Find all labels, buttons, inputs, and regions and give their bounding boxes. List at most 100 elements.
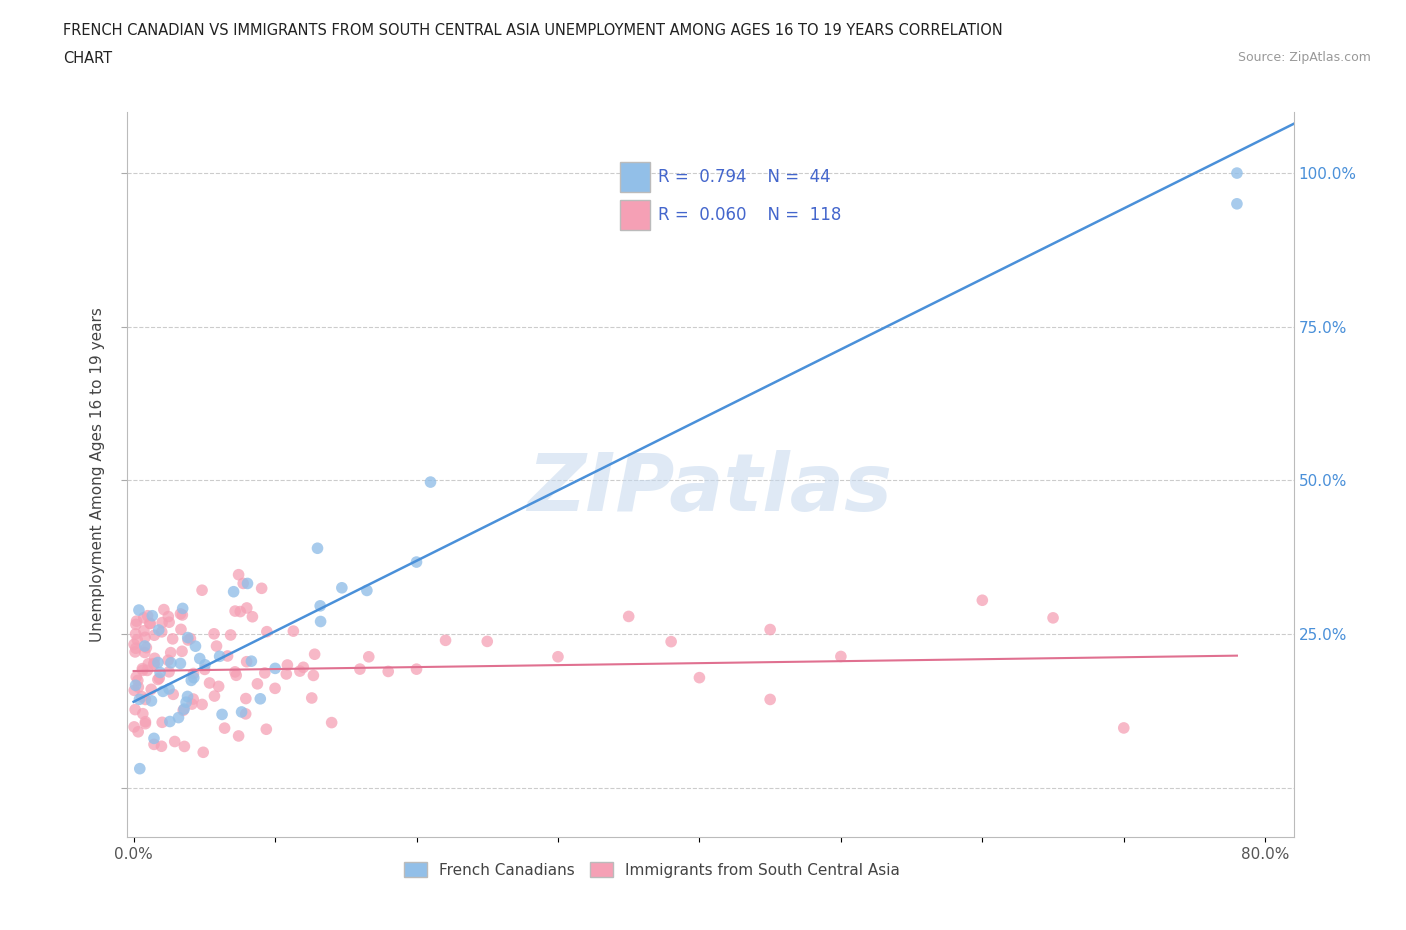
Point: [157, 615, 180, 630]
Point: [236, 601, 259, 616]
Point: [1226, 166, 1249, 180]
Point: [172, 607, 194, 622]
Point: [157, 664, 180, 679]
Point: [617, 609, 640, 624]
Point: [193, 745, 215, 760]
Point: [160, 656, 183, 671]
Point: [1112, 721, 1135, 736]
Point: [309, 614, 332, 629]
Point: [283, 624, 305, 639]
Point: [219, 628, 242, 643]
Point: [169, 656, 191, 671]
Point: [477, 634, 499, 649]
Point: [170, 622, 193, 637]
Point: [141, 682, 163, 697]
Point: [309, 598, 332, 613]
Text: CHART: CHART: [63, 51, 112, 66]
Point: [377, 664, 399, 679]
Point: [134, 645, 156, 660]
Point: [132, 706, 155, 721]
Point: [163, 734, 186, 749]
Point: [180, 697, 202, 711]
Point: [181, 692, 204, 707]
Point: [211, 707, 233, 722]
Point: [183, 671, 205, 685]
Point: [288, 664, 311, 679]
Point: [205, 639, 228, 654]
Point: [304, 646, 326, 661]
Point: [134, 716, 156, 731]
Point: [191, 697, 214, 711]
Point: [148, 622, 170, 637]
Point: [127, 680, 149, 695]
Point: [125, 641, 148, 656]
Point: [125, 617, 148, 631]
Point: [127, 673, 149, 688]
Point: [759, 622, 782, 637]
Point: [357, 649, 380, 664]
Point: [152, 684, 174, 698]
Point: [122, 720, 145, 735]
Point: [202, 627, 225, 642]
Point: [179, 631, 201, 646]
Point: [124, 702, 146, 717]
Point: [157, 653, 180, 668]
Point: [250, 581, 273, 596]
Point: [125, 670, 148, 684]
Point: [276, 667, 298, 682]
Point: [132, 610, 155, 625]
Point: [235, 691, 257, 706]
Point: [132, 623, 155, 638]
Point: [169, 606, 191, 621]
Point: [134, 639, 156, 654]
Point: [254, 722, 277, 737]
Point: [124, 683, 146, 698]
Point: [249, 691, 271, 706]
Point: [256, 624, 278, 639]
Point: [301, 691, 323, 706]
Point: [176, 689, 198, 704]
Point: [302, 668, 325, 683]
Point: [131, 663, 153, 678]
Point: [174, 695, 197, 710]
Point: [153, 602, 176, 617]
Text: ZIPatlas: ZIPatlas: [527, 450, 893, 528]
Point: [139, 616, 162, 631]
Point: [122, 637, 145, 652]
Point: [264, 681, 287, 696]
Point: [162, 631, 184, 646]
Point: [184, 639, 207, 654]
Point: [235, 655, 257, 670]
Point: [141, 608, 163, 623]
Point: [124, 627, 146, 642]
Point: [231, 705, 253, 720]
Legend: French Canadians, Immigrants from South Central Asia: French Canadians, Immigrants from South …: [398, 856, 905, 884]
Point: [830, 649, 852, 664]
Point: [159, 714, 181, 729]
Point: [214, 721, 236, 736]
Point: [191, 583, 214, 598]
Point: [142, 657, 165, 671]
Point: [173, 701, 195, 716]
Point: [307, 541, 329, 556]
Point: [127, 632, 149, 647]
Point: [150, 624, 173, 639]
Point: [434, 633, 457, 648]
Point: [128, 762, 150, 777]
Point: [131, 661, 153, 676]
Point: [228, 728, 250, 743]
Point: [321, 715, 343, 730]
Point: [1226, 196, 1249, 211]
Point: [167, 711, 190, 725]
Point: [240, 654, 263, 669]
Point: [236, 576, 259, 591]
Point: [349, 661, 371, 676]
Text: Source: ZipAtlas.com: Source: ZipAtlas.com: [1237, 51, 1371, 64]
Point: [208, 679, 231, 694]
Point: [128, 692, 150, 707]
Point: [149, 665, 172, 680]
Point: [124, 678, 146, 693]
Point: [276, 658, 298, 672]
Point: [124, 644, 146, 659]
Point: [330, 580, 353, 595]
